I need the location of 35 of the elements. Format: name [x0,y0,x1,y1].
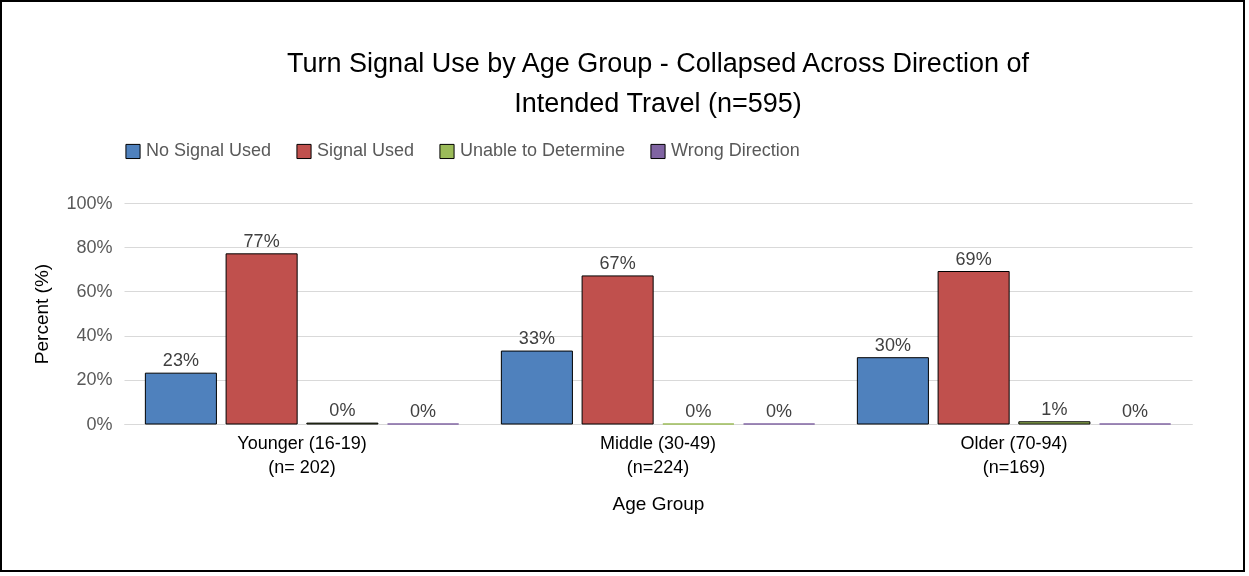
legend-label: Wrong Direction [671,140,800,161]
bar [937,271,1010,425]
data-label: 67% [599,252,636,273]
x-axis-title: Age Group [612,492,705,514]
y-tick-label: 20% [76,369,113,390]
x-tick-label: Older (70-94) (n=169) [960,432,1068,477]
data-label: 69% [955,248,992,269]
bar [581,275,654,425]
y-axis-title: Percent (%) [31,263,53,365]
bar [144,372,217,425]
data-label: 0% [685,401,712,421]
data-label: 1% [1041,398,1068,419]
bar [225,253,298,425]
legend-label: Signal Used [317,140,415,161]
bar [856,357,929,425]
bar [1018,421,1091,425]
y-tick-label: 40% [76,325,113,346]
data-label: 0% [329,400,356,421]
y-tick-label: 100% [66,192,113,213]
data-label: 30% [874,334,911,355]
y-tick-label: 60% [76,280,113,301]
data-label: 0% [766,401,793,421]
legend-label: No Signal Used [146,140,272,161]
x-tick-label: Younger (16-19) (n= 202) [237,432,367,477]
data-label: 23% [162,350,199,371]
x-tick-label: Middle (30-49) (n=224) [599,432,717,477]
data-label: 33% [518,328,555,349]
bar [500,350,573,425]
legend-label: Unable to Determine [460,140,626,161]
data-label: 0% [1122,401,1149,421]
chart-title: Turn Signal Use by Age Group - Collapsed Across Direction of Intended Travel (n=595) [287,48,1030,118]
data-label: 77% [243,230,280,251]
y-tick-label: 0% [86,413,113,434]
y-tick-label: 80% [76,236,113,257]
data-label: 0% [410,401,437,421]
